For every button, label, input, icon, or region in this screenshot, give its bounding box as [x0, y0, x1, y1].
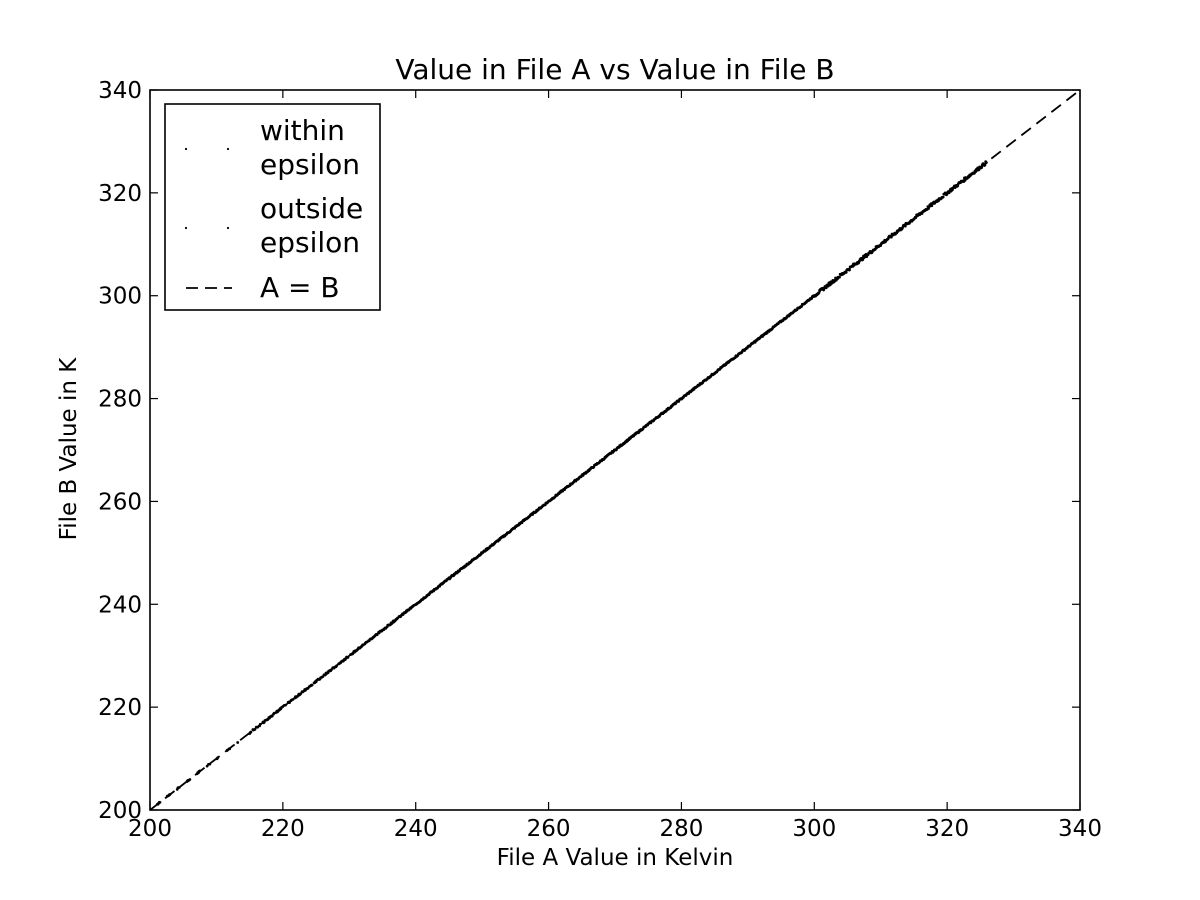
- legend-label-a-equals-b: A = B: [260, 271, 340, 304]
- data-point: [980, 166, 984, 169]
- plot-frame: [149, 89, 1081, 811]
- x-tick-label: 260: [527, 816, 571, 842]
- data-point: [844, 270, 848, 274]
- data-point: [284, 703, 287, 707]
- data-point: [177, 786, 181, 789]
- data-point: [861, 258, 865, 262]
- data-point: [158, 801, 162, 804]
- data-point: [216, 756, 220, 760]
- x-axis-label: File A Value in Kelvin: [497, 845, 734, 871]
- data-point: [817, 291, 821, 295]
- legend-marker-within-epsilon: [184, 147, 188, 151]
- data-point: [903, 224, 907, 228]
- y-axis-label: File B Value in K: [56, 357, 82, 541]
- series-within-epsilon: [155, 160, 988, 806]
- legend-label-outside-epsilon: epsilon: [260, 226, 360, 259]
- data-point: [930, 204, 934, 208]
- x-tick-label: 220: [261, 816, 305, 842]
- legend-marker-outside-epsilon: [184, 226, 188, 230]
- data-point: [951, 188, 954, 192]
- data-point: [941, 195, 945, 199]
- data-point: [848, 268, 851, 272]
- data-point: [198, 769, 202, 773]
- data-point: [291, 698, 295, 701]
- y-tick-label: 300: [98, 284, 142, 310]
- legend-label-outside: outside: [260, 192, 363, 225]
- data-point: [299, 692, 303, 696]
- legend-label-within: within: [260, 114, 345, 147]
- data-point: [270, 714, 274, 718]
- data-point: [258, 722, 262, 726]
- legend: within epsilon outside epsilon A = B: [164, 103, 381, 311]
- legend-box: [164, 103, 381, 311]
- data-point: [824, 286, 828, 290]
- axis-ticks: 200 220 240 260 280 300 320 340 200 220 240 260 280 3…: [98, 78, 1102, 842]
- y-tick-label: 220: [98, 695, 142, 721]
- y-tick-label: 240: [98, 592, 142, 618]
- y-tick-label: 280: [98, 387, 142, 413]
- data-point: [838, 275, 841, 279]
- x-tick-label: 300: [792, 816, 836, 842]
- data-point: [346, 656, 350, 659]
- y-tick-label: 320: [98, 181, 142, 207]
- data-point: [256, 725, 260, 729]
- y-tick-label: 340: [98, 78, 142, 104]
- legend-marker-within-epsilon: [226, 147, 230, 151]
- x-tick-label: 340: [1058, 816, 1102, 842]
- data-point: [983, 163, 987, 167]
- legend-marker-outside-epsilon: [226, 226, 230, 230]
- data-point: [236, 741, 240, 744]
- legend-label-within-epsilon: epsilon: [260, 148, 360, 181]
- y-tick-label: 200: [98, 798, 142, 824]
- data-point: [914, 216, 918, 219]
- data-point: [310, 683, 314, 687]
- x-tick-label: 240: [394, 816, 438, 842]
- x-tick-label: 200: [128, 816, 172, 842]
- y-tick-label: 260: [98, 489, 142, 515]
- data-point: [249, 730, 253, 734]
- data-point: [956, 184, 960, 188]
- chart-title: Value in File A vs Value in File B: [395, 53, 834, 86]
- data-point: [253, 727, 257, 731]
- data-point: [984, 161, 988, 164]
- data-point: [963, 179, 967, 182]
- data-point: [375, 633, 379, 637]
- data-point: [168, 793, 172, 796]
- data-point: [335, 664, 339, 668]
- data-point: [321, 675, 325, 679]
- x-tick-label: 320: [925, 816, 969, 842]
- data-point: [188, 778, 192, 781]
- data-point: [208, 762, 212, 766]
- data-point: [889, 235, 893, 239]
- x-tick-label: 280: [659, 816, 703, 842]
- data-point: [228, 747, 232, 751]
